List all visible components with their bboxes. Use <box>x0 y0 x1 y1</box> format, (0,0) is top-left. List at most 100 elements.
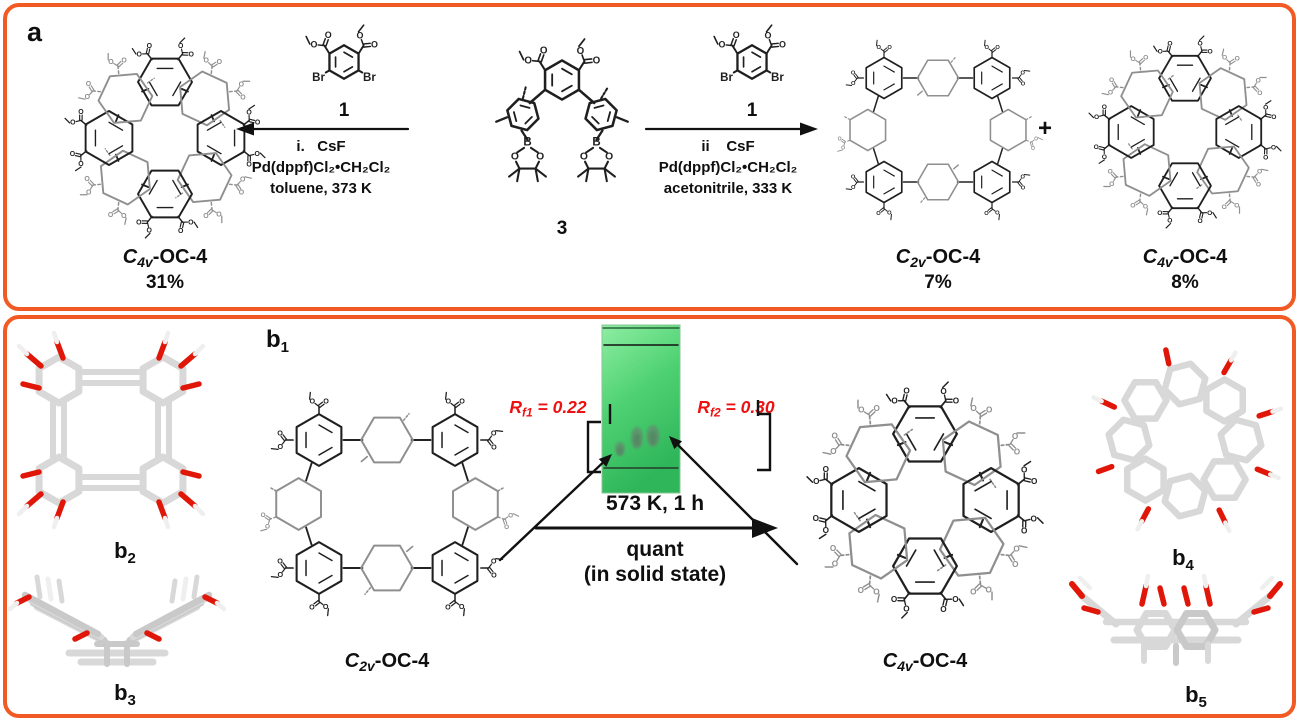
svg-text:O: O <box>136 219 142 226</box>
svg-text:O: O <box>504 524 509 531</box>
svg-text:O: O <box>1021 71 1026 77</box>
svg-text:O: O <box>1208 49 1213 56</box>
svg-text:O: O <box>580 151 588 162</box>
svg-text:Br: Br <box>312 72 325 84</box>
svg-text:O: O <box>1031 477 1038 486</box>
solid-state-note: (in solid state) <box>583 563 727 586</box>
svg-text:O: O <box>984 211 989 217</box>
svg-text:O: O <box>491 429 497 438</box>
svg-text:O: O <box>1198 41 1203 48</box>
yield-quant: quant <box>626 538 684 561</box>
svg-text:O: O <box>1013 544 1020 553</box>
rf2-label: Rf2 = 0.30 <box>697 397 775 420</box>
svg-text:O: O <box>265 524 270 531</box>
compound-1-right-number: 1 <box>746 100 758 121</box>
crystal-structure-b4-top-view <box>1091 347 1284 534</box>
svg-text:Br: Br <box>363 72 376 84</box>
svg-text:O: O <box>984 45 989 51</box>
svg-text:O: O <box>86 189 92 196</box>
svg-text:B: B <box>592 137 600 149</box>
svg-text:O: O <box>1167 40 1172 47</box>
svg-text:O: O <box>108 212 114 219</box>
svg-text:O: O <box>239 81 245 88</box>
crystal-b4-label: b4 <box>1172 545 1194 574</box>
svg-text:O: O <box>970 404 977 413</box>
reaction-arrow-right <box>644 122 818 136</box>
svg-text:O: O <box>995 211 1000 217</box>
svg-text:O: O <box>1222 55 1227 62</box>
svg-text:O: O <box>874 404 881 413</box>
svg-text:O: O <box>1167 218 1172 225</box>
svg-text:O: O <box>1012 432 1019 441</box>
svg-text:O: O <box>1094 114 1099 121</box>
svg-text:O: O <box>887 45 892 51</box>
product2-name: C4v-OC-4 <box>1142 246 1228 270</box>
svg-text:O: O <box>246 110 252 117</box>
svg-text:O: O <box>1158 49 1163 56</box>
svg-text:O: O <box>508 512 513 519</box>
svg-text:O: O <box>1143 204 1148 211</box>
svg-text:O: O <box>311 39 318 49</box>
panel-a-label: a <box>27 17 43 47</box>
svg-text:O: O <box>371 39 378 49</box>
svg-text:O: O <box>445 602 451 611</box>
crystal-structure-b2-top-view <box>16 330 206 530</box>
svg-text:O: O <box>1235 56 1240 63</box>
svg-text:O: O <box>309 397 315 406</box>
svg-text:O: O <box>1034 137 1038 143</box>
product2-yield: 8% <box>1171 272 1199 293</box>
svg-text:O: O <box>540 45 548 56</box>
svg-text:O: O <box>239 190 245 197</box>
svg-text:O: O <box>277 428 283 437</box>
svg-text:B: B <box>523 137 531 149</box>
svg-text:O: O <box>832 432 839 441</box>
svg-text:O: O <box>254 151 260 158</box>
left-product-name: C4v-OC-4 <box>122 246 208 270</box>
svg-text:O: O <box>459 602 465 611</box>
compound-3-number: 3 <box>556 218 568 239</box>
svg-text:O: O <box>876 211 881 217</box>
svg-text:O: O <box>84 176 90 183</box>
svg-text:Br: Br <box>771 72 784 84</box>
svg-text:O: O <box>986 586 993 595</box>
svg-text:O: O <box>217 59 223 66</box>
svg-text:O: O <box>216 212 222 219</box>
svg-text:O: O <box>147 43 153 50</box>
svg-text:O: O <box>940 605 947 614</box>
svg-text:O: O <box>764 31 771 41</box>
svg-text:O: O <box>1094 144 1099 151</box>
reaction-arrow-left <box>236 122 410 136</box>
svg-text:O: O <box>577 46 585 57</box>
svg-text:O: O <box>85 94 91 101</box>
svg-text:O: O <box>277 442 283 451</box>
svg-text:O: O <box>858 586 865 595</box>
svg-text:O: O <box>1197 218 1202 225</box>
crystal-b3-label: b3 <box>114 680 136 709</box>
svg-text:O: O <box>240 176 246 183</box>
svg-text:O: O <box>536 151 544 162</box>
svg-text:O: O <box>1109 181 1114 188</box>
svg-text:O: O <box>70 151 76 158</box>
svg-text:O: O <box>1021 185 1026 191</box>
svg-text:O: O <box>277 556 283 565</box>
svg-text:O: O <box>940 387 947 396</box>
svg-text:O: O <box>1263 154 1268 161</box>
svg-text:O: O <box>491 570 497 579</box>
svg-text:O: O <box>891 397 898 406</box>
svg-text:O: O <box>1108 90 1113 97</box>
svg-text:O: O <box>995 45 1000 51</box>
svg-text:O: O <box>1108 168 1113 175</box>
svg-text:O: O <box>1031 146 1035 152</box>
svg-text:O: O <box>876 45 881 51</box>
svg-text:O: O <box>78 109 84 116</box>
svg-text:O: O <box>851 70 856 76</box>
svg-text:O: O <box>813 514 820 523</box>
svg-text:O: O <box>178 43 184 50</box>
svg-text:O: O <box>903 604 910 613</box>
svg-text:O: O <box>240 94 246 101</box>
